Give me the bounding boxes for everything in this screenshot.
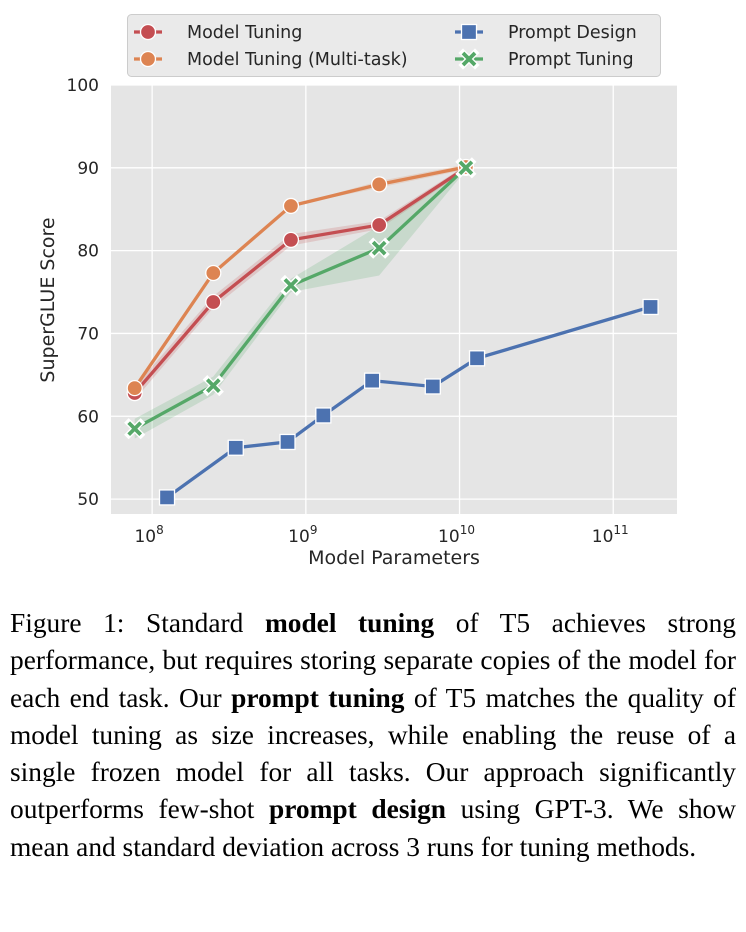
data-point-square <box>460 23 478 41</box>
caption-text: using GPT-3. We show mean and standard d… <box>10 794 736 862</box>
data-point-square <box>468 350 486 367</box>
superglue-chart: Model Tuning Model Tuning (Multi-task) Pro… <box>37 14 677 569</box>
data-point-circle <box>205 293 222 311</box>
data-point-x <box>202 375 224 397</box>
data-point-x <box>368 237 390 259</box>
data-point-square <box>424 378 441 395</box>
x-marker <box>461 51 477 67</box>
x-marker <box>205 378 221 393</box>
legend-box <box>127 14 661 77</box>
legend-label: Prompt Design <box>508 23 637 43</box>
legend: Model Tuning Model Tuning (Multi-task) Pro… <box>127 14 661 77</box>
figure-caption: Figure 1: Standard model tuning of T5 ac… <box>10 605 736 866</box>
caption-emphasis: prompt design <box>269 794 447 825</box>
tick-labels: 50 60 70 80 90 100 108 109 1010 1011 <box>67 76 629 547</box>
y-tick-label: 50 <box>77 490 99 510</box>
legend-item: Prompt Tuning <box>455 48 634 70</box>
caption-text: Standard <box>124 608 265 638</box>
x-tick-label: 1011 <box>592 523 629 547</box>
x-marker <box>458 160 474 176</box>
caption-emphasis: model tuning <box>264 608 435 638</box>
y-tick-label: 70 <box>77 324 99 344</box>
series-prompt-tuning <box>124 157 477 440</box>
data-point-square <box>642 298 659 316</box>
series-model-tuning <box>126 159 475 402</box>
y-tick-label: 80 <box>77 242 99 262</box>
data-point-square <box>279 433 296 451</box>
x-tick-label: 108 <box>134 523 163 547</box>
series-lines <box>124 157 659 506</box>
data-point-x <box>280 274 302 297</box>
gridlines <box>111 84 677 514</box>
legend-label: Model Tuning <box>187 23 302 43</box>
legend-item: Model Tuning (Multi-task) <box>134 50 408 70</box>
legend-item: Model Tuning <box>134 23 302 43</box>
caption-text: of T5 achieves strong performance, but r… <box>10 608 737 713</box>
data-point-circle <box>139 23 157 41</box>
legend-label: Model Tuning (Multi-task) <box>187 50 408 70</box>
data-point-circle <box>126 379 143 397</box>
x-tick-label: 109 <box>288 523 317 547</box>
data-point-x <box>124 418 146 440</box>
caption-label: Figure 1: <box>10 608 125 638</box>
data-point-circle <box>282 197 300 215</box>
data-point-circle <box>205 264 222 282</box>
y-tick-label: 100 <box>67 76 99 96</box>
data-point-circle <box>371 216 388 234</box>
x-tick-label: 1010 <box>438 523 475 547</box>
x-marker <box>283 278 299 293</box>
x-marker <box>371 240 387 256</box>
plot-area <box>111 85 677 514</box>
data-point-circle <box>139 50 157 68</box>
data-point-circle <box>282 231 300 249</box>
data-point-square <box>363 372 381 389</box>
data-point-square <box>315 407 332 424</box>
y-axis-label: SuperGLUE Score <box>37 217 59 382</box>
x-axis-label: Model Parameters <box>308 547 480 569</box>
data-point-circle <box>371 176 388 193</box>
legend-label: Prompt Tuning <box>508 50 634 70</box>
data-point-square <box>158 489 176 506</box>
caption-emphasis: prompt tuning <box>231 682 405 713</box>
y-tick-label: 90 <box>77 159 99 179</box>
series-prompt-design <box>158 298 659 506</box>
data-point-x <box>455 157 477 179</box>
data-point-square <box>227 439 244 456</box>
std-band <box>134 165 466 439</box>
caption-text: of T5 matches the quality of model tunin… <box>10 682 736 825</box>
x-marker <box>127 421 143 437</box>
legend-item: Prompt Design <box>455 23 637 43</box>
y-tick-label: 60 <box>77 407 99 427</box>
data-point-x <box>458 48 480 70</box>
